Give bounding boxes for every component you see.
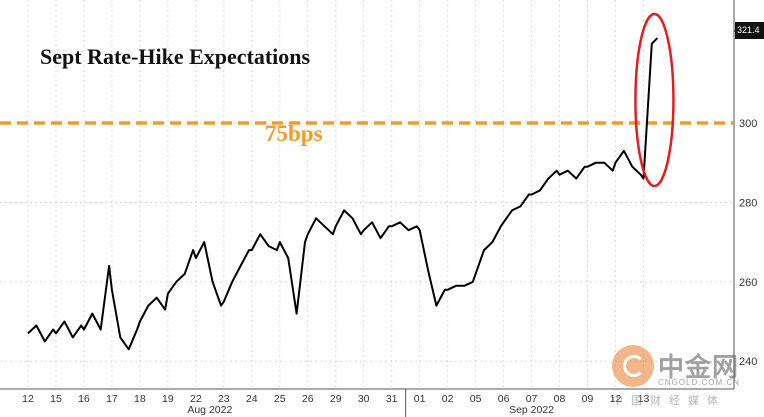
last-value-badge: 321.4	[735, 22, 764, 39]
x-tick-label-13: 31	[386, 393, 398, 405]
watermark-subtitle: 中国财经媒体	[612, 394, 726, 407]
y-tick-label-0: 240	[739, 356, 757, 368]
watermark-logo: 中金网 CNGOLD.COM.CN 中国财经媒体	[612, 345, 760, 407]
x-tick-label-14: 01	[414, 393, 426, 405]
x-tick-label-7: 23	[218, 393, 230, 405]
x-tick-label-6: 22	[190, 393, 202, 405]
x-tick-label-19: 08	[554, 393, 566, 405]
x-tick-label-12: 30	[358, 393, 370, 405]
x-tick-label-0: 12	[22, 393, 34, 405]
x-tick-label-3: 17	[106, 393, 118, 405]
x-tick-label-4: 18	[134, 393, 146, 405]
x-tick-label-1: 15	[50, 393, 62, 405]
x-tick-label-10: 26	[302, 393, 314, 405]
highlight-ellipse	[634, 12, 675, 188]
x-tick-label-21: 12	[610, 393, 622, 405]
watermark-name: 中金网	[658, 353, 740, 383]
watermark-logo-icon	[612, 345, 654, 387]
x-tick-label-18: 07	[526, 393, 538, 405]
x-tick-label-11: 29	[330, 393, 342, 405]
x-tick-label-22: 13	[638, 393, 650, 405]
y-tick-label-1: 260	[739, 277, 757, 289]
x-tick-label-5: 19	[162, 393, 174, 405]
watermark-url: CNGOLD.COM.CN	[658, 378, 740, 387]
x-tick-label-17: 06	[498, 393, 510, 405]
y-tick-label-3: 300	[739, 118, 757, 130]
x-tick-label-16: 05	[470, 393, 482, 405]
x-tick-label-9: 25	[274, 393, 286, 405]
y-tick-label-2: 280	[739, 197, 757, 209]
chart-title: Sept Rate-Hike Expectations	[40, 44, 311, 69]
x-tick-label-15: 02	[442, 393, 454, 405]
series-line-0	[27, 37, 659, 351]
x-group-label-1: Sep 2022	[509, 404, 554, 416]
x-tick-label-8: 24	[246, 393, 258, 405]
x-tick-label-2: 16	[78, 393, 90, 405]
reference-line-label: 75bps	[265, 121, 323, 146]
x-tick-label-20: 09	[582, 393, 594, 405]
x-group-label-0: Aug 2022	[187, 404, 232, 416]
